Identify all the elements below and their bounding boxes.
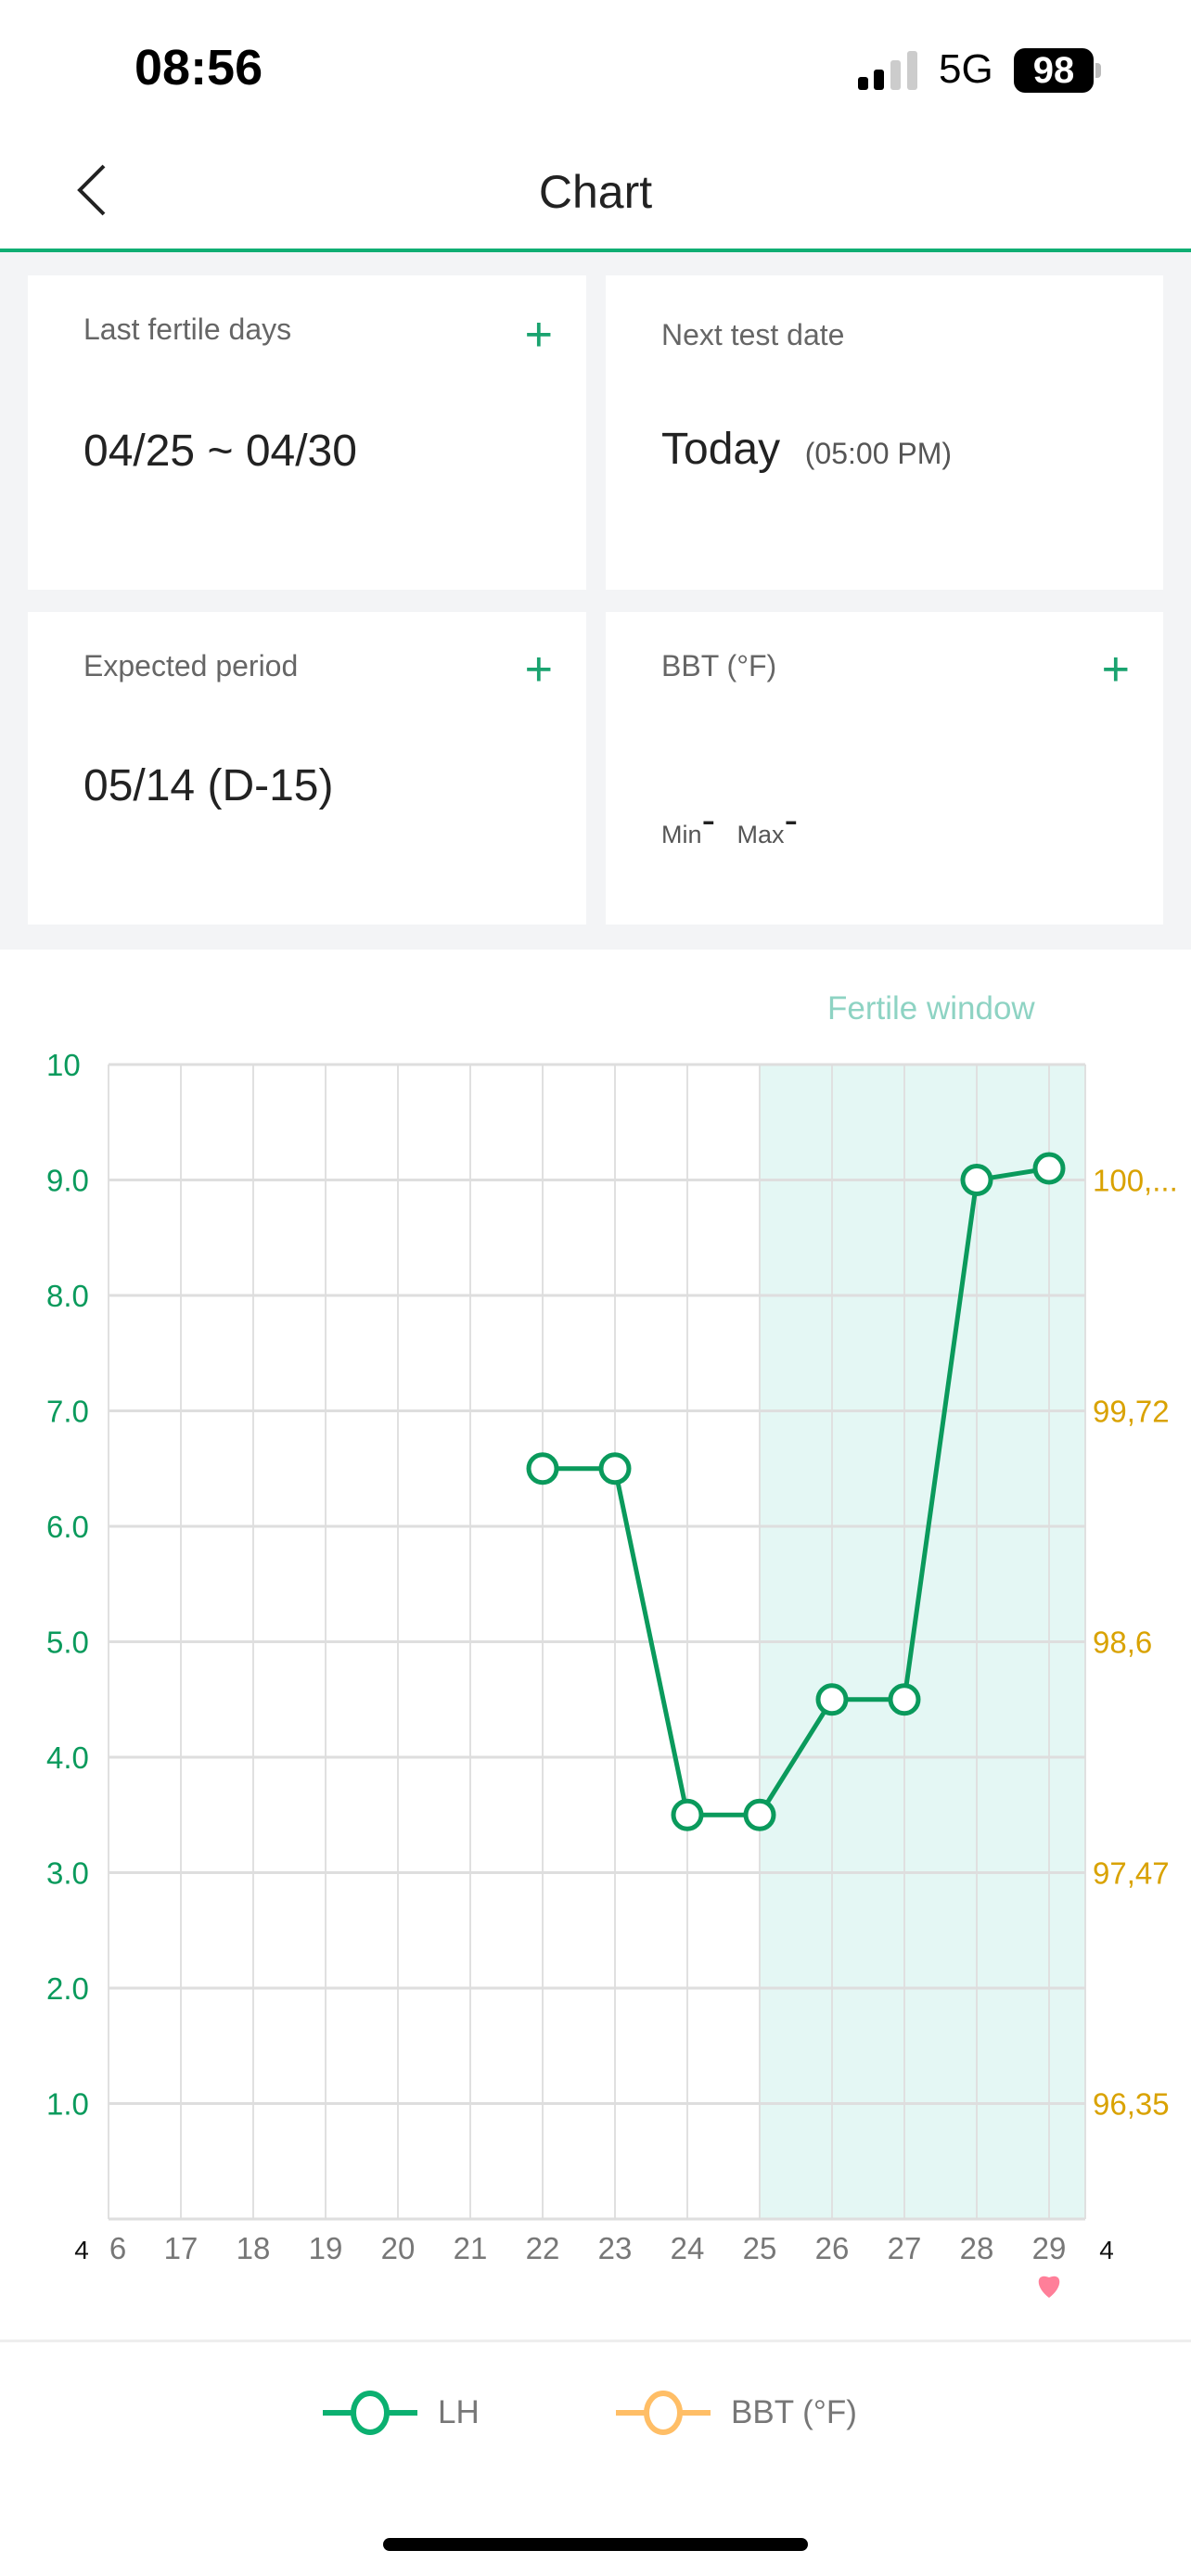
plus-icon[interactable]: + [524, 643, 553, 696]
battery-icon: 98 [1014, 48, 1094, 93]
card-value: 04/25 ~ 04/30 [83, 427, 357, 476]
y-tick-label: 4.0 [46, 1741, 89, 1775]
y-tick-label: 7.0 [46, 1395, 89, 1429]
series-line-lh [543, 1166, 1050, 1817]
y2-tick-label: 97,47 [1093, 1856, 1170, 1891]
data-point-lh [815, 1683, 849, 1716]
y-tick-label: 10 [46, 1048, 81, 1082]
fertile-window-label: Fertile window [827, 990, 1035, 1027]
bbt-min-value: - [701, 797, 716, 843]
card-label: Next test date [661, 318, 845, 351]
x-tick-label: 23 [598, 2231, 633, 2265]
x-tick-label: 22 [526, 2231, 560, 2265]
data-point-lh [960, 1164, 993, 1196]
heart-icon [1038, 2276, 1060, 2298]
bbt-max-value: - [784, 797, 799, 843]
card-last-fertile-days[interactable]: Last fertile days + 04/25 ~ 04/30 [28, 275, 586, 590]
data-point-lh [671, 1798, 704, 1831]
x-tick-label: 17 [164, 2231, 198, 2265]
lh-legend-icon [323, 2391, 417, 2435]
legend-divider [0, 2340, 1191, 2342]
nav-divider [0, 249, 1191, 252]
plus-icon[interactable]: + [524, 308, 553, 362]
legend-bbt[interactable]: BBT (°F) [616, 2385, 857, 2441]
card-label: Last fertile days [83, 312, 292, 346]
home-indicator[interactable] [383, 2538, 808, 2551]
legend-lh[interactable]: LH [323, 2385, 480, 2441]
card-bbt[interactable]: BBT (°F) + Min- Max- [606, 612, 1163, 925]
card-label: Expected period [83, 649, 299, 682]
x-tick-label: 18 [237, 2231, 271, 2265]
test-time: (05:00 PM) [804, 437, 953, 470]
period-countdown: (D-15) [207, 761, 334, 810]
legend-label: BBT (°F) [731, 2394, 857, 2430]
summary-cards: Last fertile days + 04/25 ~ 04/30 Next t… [0, 252, 1191, 950]
x-tick-label: 28 [960, 2231, 994, 2265]
x-tick-label: 27 [888, 2231, 922, 2265]
x-tick-label: 6 [109, 2231, 126, 2265]
y-tick-label: 9.0 [46, 1164, 89, 1198]
data-point-lh [1032, 1152, 1066, 1185]
x-tick-label: 24 [671, 2231, 705, 2265]
x-tick-label: 25 [743, 2231, 777, 2265]
x-tick-label: 29 [1032, 2231, 1067, 2265]
x-tick-label: 20 [381, 2231, 416, 2265]
card-expected-period[interactable]: Expected period + 05/14 (D-15) [28, 612, 586, 925]
signal-icon [858, 51, 917, 90]
card-value: 05/14 [83, 761, 196, 810]
status-time: 08:56 [134, 40, 263, 96]
x-tick-label: 26 [815, 2231, 850, 2265]
card-value: Today [661, 425, 781, 474]
y-tick-label: 5.0 [46, 1626, 89, 1660]
bbt-max-label: Max [736, 821, 785, 848]
plus-icon[interactable]: + [1101, 643, 1130, 696]
battery-tip [1095, 63, 1101, 78]
x-edge-label: 4 [74, 2236, 89, 2264]
x-tick-label: 19 [309, 2231, 343, 2265]
chevron-left-icon[interactable] [74, 162, 111, 218]
x-tick-label: 21 [454, 2231, 488, 2265]
bbt-min-label: Min [661, 821, 702, 848]
lh-bbt-chart: 10 9.0 8.0 7.0 6.0 5.0 4.0 3.0 2.0 1.0 100,... 99,7… [46, 1048, 1178, 2298]
bbt-legend-icon [616, 2391, 711, 2435]
y-tick-label: 2.0 [46, 1971, 89, 2006]
data-point-lh [743, 1798, 776, 1831]
y-tick-label: 8.0 [46, 1279, 89, 1313]
y-tick-label: 6.0 [46, 1510, 89, 1544]
y2-tick-label: 100,... [1093, 1164, 1178, 1198]
card-label: BBT (°F) [661, 649, 777, 682]
data-point-lh [888, 1683, 921, 1716]
x-edge-label: 4 [1099, 2236, 1114, 2264]
y2-tick-label: 98,6 [1093, 1626, 1152, 1660]
legend-label: LH [438, 2394, 480, 2430]
y2-tick-label: 99,72 [1093, 1395, 1170, 1429]
y2-tick-label: 96,35 [1093, 2087, 1170, 2122]
card-next-test-date[interactable]: Next test date Today (05:00 PM) [606, 275, 1163, 590]
data-point-lh [526, 1452, 559, 1486]
data-point-lh [598, 1452, 632, 1486]
page-title: Chart [538, 166, 653, 218]
y-tick-label: 3.0 [46, 1856, 89, 1891]
network-type: 5G [939, 46, 993, 92]
y-tick-label: 1.0 [46, 2087, 89, 2122]
